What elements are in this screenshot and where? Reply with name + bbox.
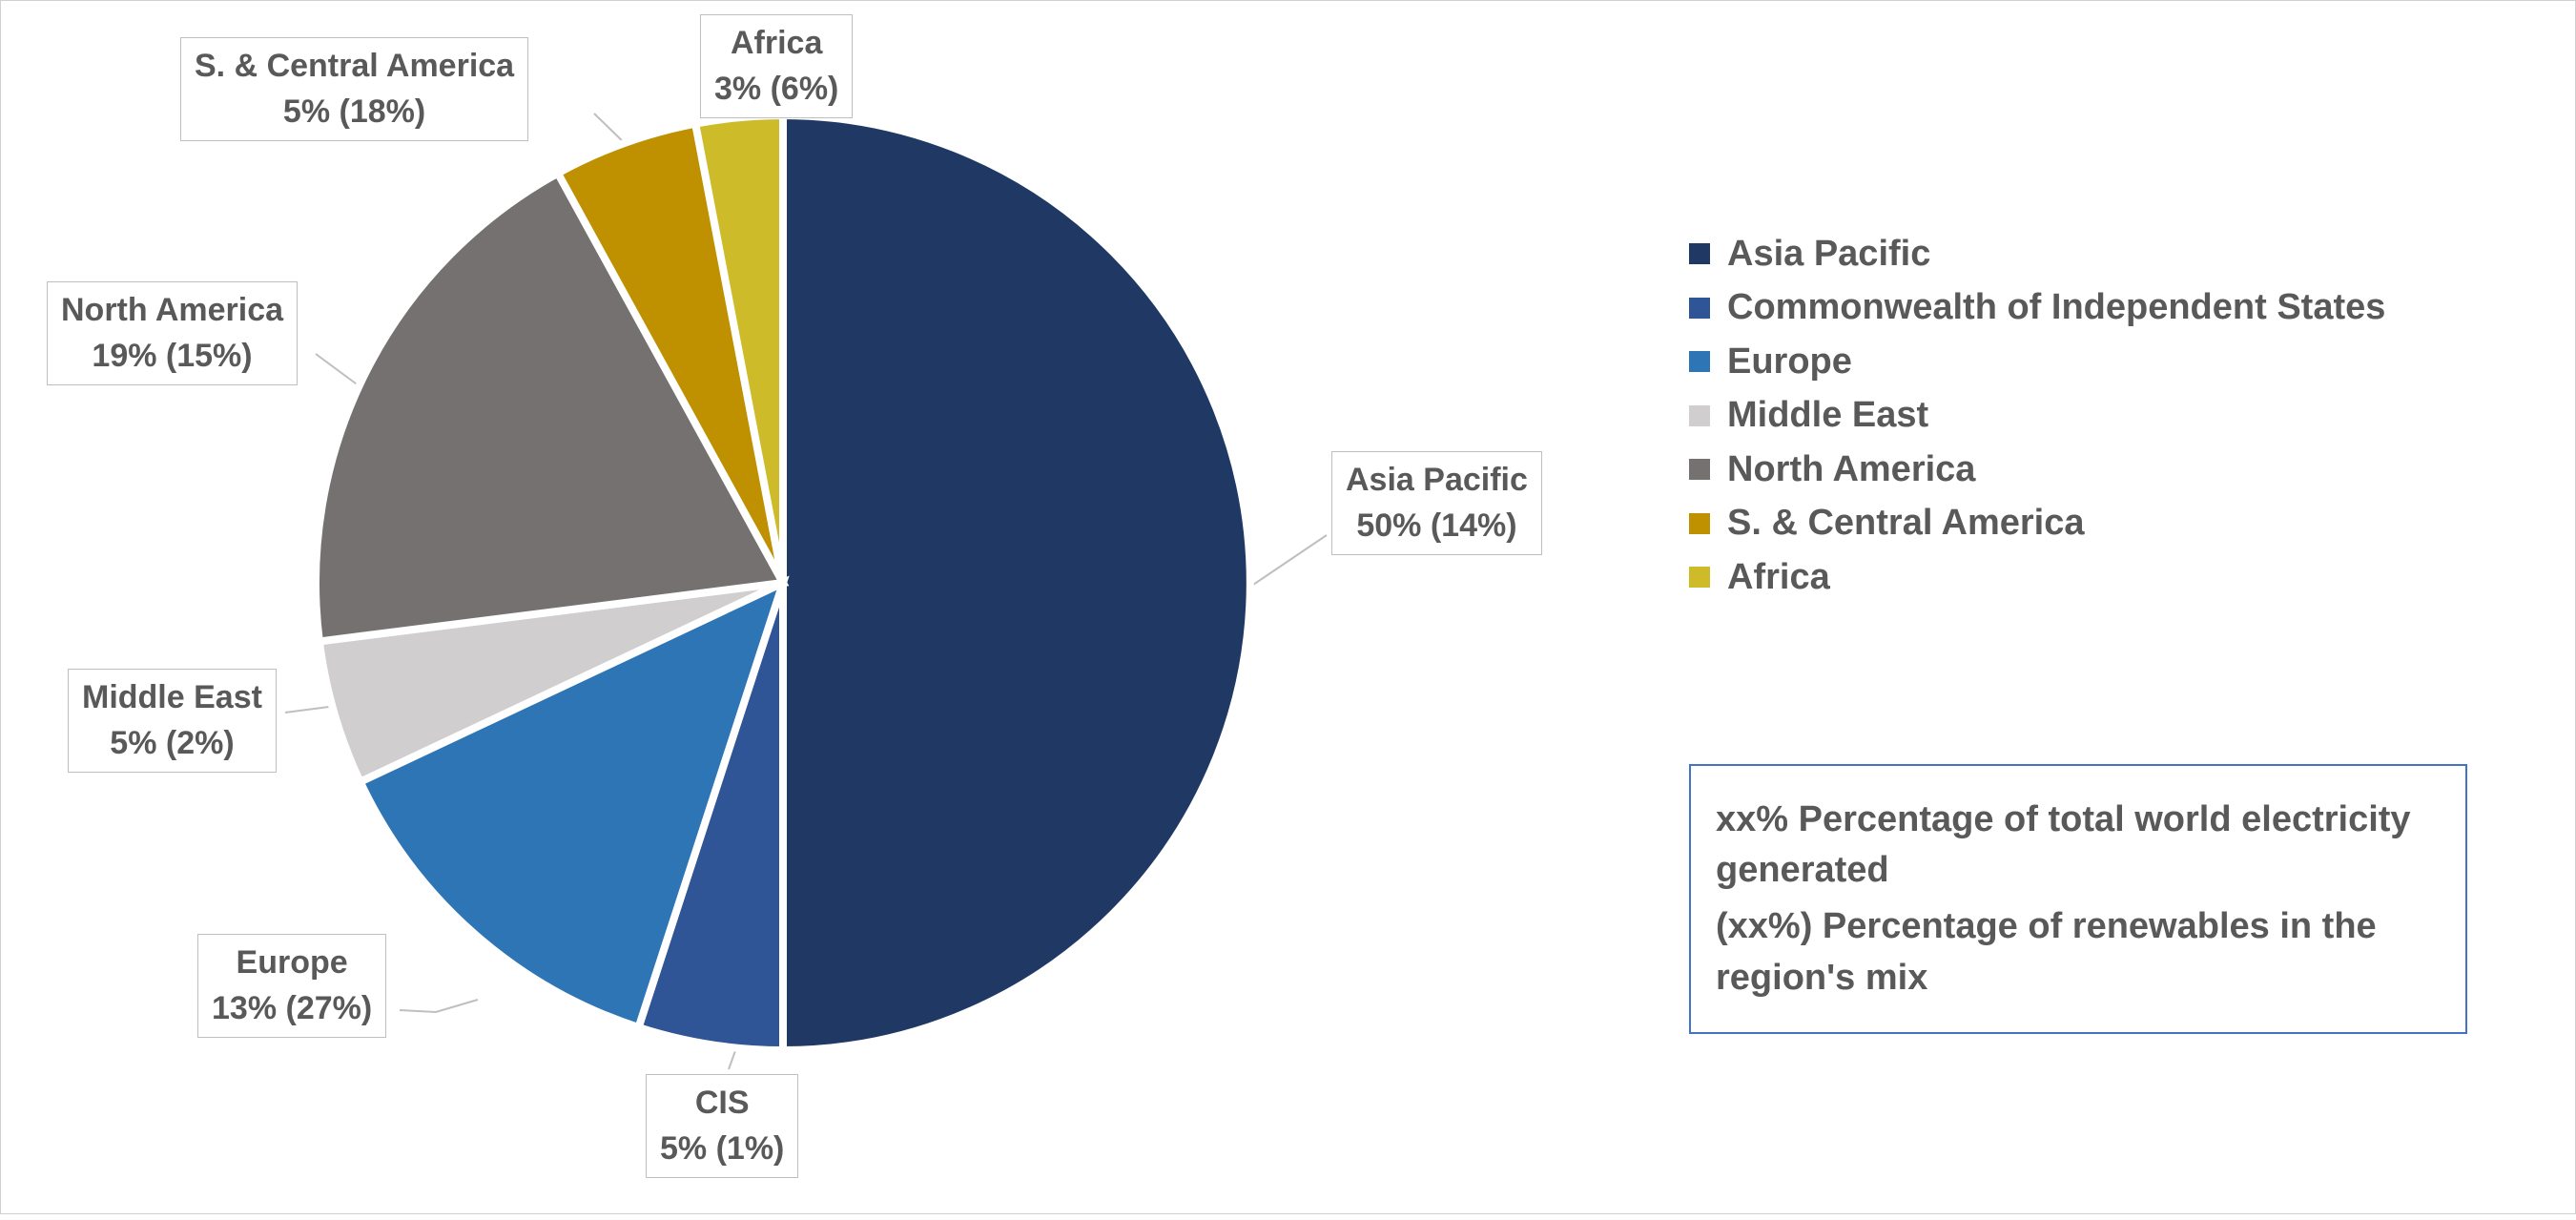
callout-label: CIS	[660, 1081, 784, 1127]
callout-label: S. & Central America	[195, 44, 514, 90]
legend-item-europe: Europe	[1689, 341, 2385, 383]
explanatory-note-box: xx% Percentage of total world electricit…	[1689, 764, 2467, 1034]
legend-label: Asia Pacific	[1727, 234, 1930, 275]
legend-label: Middle East	[1727, 395, 1928, 436]
pie-chart	[1, 1, 2576, 1220]
legend: Asia Pacific Commonwealth of Independent …	[1689, 220, 2385, 610]
note-line-1: xx% Percentage of total world electricit…	[1716, 795, 2441, 896]
callout-value: 50% (14%)	[1346, 504, 1528, 549]
callout-value: 5% (18%)	[195, 90, 514, 135]
legend-item-asia_pacific: Asia Pacific	[1689, 234, 2385, 275]
callout-middle-east: Middle East 5% (2%)	[68, 669, 277, 773]
legend-swatch	[1689, 513, 1710, 534]
legend-item-north_america: North America	[1689, 449, 2385, 490]
callout-sc-america: S. & Central America 5% (18%)	[180, 37, 528, 141]
callout-value: 5% (1%)	[660, 1127, 784, 1172]
legend-item-africa: Africa	[1689, 557, 2385, 598]
legend-label: Europe	[1727, 341, 1852, 383]
legend-label: Africa	[1727, 557, 1830, 598]
callout-value: 13% (27%)	[212, 986, 372, 1032]
chart-container: Asia Pacific 50% (14%) CIS 5% (1%) Europ…	[0, 0, 2576, 1214]
legend-item-cis: Commonwealth of Independent States	[1689, 287, 2385, 328]
legend-swatch	[1689, 351, 1710, 372]
callout-label: Asia Pacific	[1346, 458, 1528, 504]
legend-swatch	[1689, 298, 1710, 319]
legend-label: Commonwealth of Independent States	[1727, 287, 2385, 328]
legend-item-middle_east: Middle East	[1689, 395, 2385, 436]
callout-north-america: North America 19% (15%)	[47, 281, 298, 385]
legend-swatch	[1689, 459, 1710, 480]
legend-swatch	[1689, 567, 1710, 588]
legend-swatch	[1689, 405, 1710, 426]
legend-label: S. & Central America	[1727, 503, 2085, 544]
legend-item-sc_america: S. & Central America	[1689, 503, 2385, 544]
callout-asia-pacific: Asia Pacific 50% (14%)	[1331, 451, 1542, 555]
callout-europe: Europe 13% (27%)	[197, 934, 386, 1038]
pie-slice-asia_pacific	[783, 115, 1250, 1050]
callout-value: 19% (15%)	[61, 334, 283, 380]
callout-label: North America	[61, 288, 283, 334]
note-line-2: (xx%) Percentage of renewables in the re…	[1716, 901, 2441, 1003]
callout-africa: Africa 3% (6%)	[700, 14, 853, 118]
callout-label: Africa	[714, 21, 838, 67]
legend-label: North America	[1727, 449, 1975, 490]
callout-cis: CIS 5% (1%)	[646, 1074, 798, 1178]
callout-value: 3% (6%)	[714, 67, 838, 113]
callout-label: Europe	[212, 941, 372, 986]
legend-swatch	[1689, 243, 1710, 264]
callout-label: Middle East	[82, 675, 262, 721]
callout-value: 5% (2%)	[82, 721, 262, 767]
